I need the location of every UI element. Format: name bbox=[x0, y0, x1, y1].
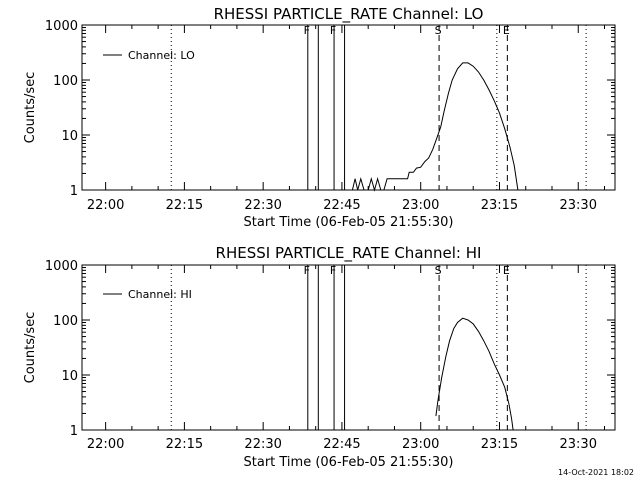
flag-marker-label: S bbox=[435, 24, 442, 37]
x-tick-label: 23:15 bbox=[481, 437, 518, 452]
x-tick-label: 22:00 bbox=[87, 198, 124, 213]
y-tick-label: 1000 bbox=[45, 259, 78, 274]
y-tick-label: 10 bbox=[61, 369, 78, 384]
x-axis-label: Start Time (06-Feb-05 21:55:30) bbox=[244, 455, 454, 470]
y-axis-label: Counts/sec bbox=[23, 72, 38, 144]
x-tick-label: 23:30 bbox=[560, 198, 597, 213]
x-tick-label: 22:30 bbox=[244, 437, 281, 452]
y-axis-label: Counts/sec bbox=[23, 312, 38, 384]
y-tick-label: 1 bbox=[70, 184, 78, 199]
x-tick-label: 22:30 bbox=[244, 198, 281, 213]
x-axis-label: Start Time (06-Feb-05 21:55:30) bbox=[244, 215, 454, 230]
y-tick-label: 100 bbox=[53, 74, 78, 89]
footer-timestamp: 14-Oct-2021 18:02 bbox=[558, 468, 634, 477]
flag-marker-label: E bbox=[503, 264, 510, 277]
series-line bbox=[351, 62, 519, 192]
chart-title: RHESSI PARTICLE_RATE Channel: HI bbox=[216, 244, 482, 263]
x-tick-label: 22:45 bbox=[323, 437, 360, 452]
chart-panel-1 bbox=[81, 24, 616, 192]
x-tick-label: 23:00 bbox=[402, 437, 439, 452]
flag-marker-label: F bbox=[330, 264, 336, 277]
legend-label: Channel: LO bbox=[128, 49, 195, 62]
x-tick-label: 22:45 bbox=[323, 198, 360, 213]
flag-marker-label: F bbox=[330, 24, 336, 37]
chart-title: RHESSI PARTICLE_RATE Channel: LO bbox=[214, 5, 484, 24]
flag-marker-label: E bbox=[503, 24, 510, 37]
flag-marker-label: S bbox=[435, 264, 442, 277]
x-tick-label: 23:15 bbox=[481, 198, 518, 213]
y-tick-label: 10 bbox=[61, 129, 78, 144]
y-tick-label: 1 bbox=[70, 424, 78, 439]
legend-label: Channel: HI bbox=[128, 288, 192, 301]
flag-marker-label: F bbox=[304, 264, 310, 277]
flag-marker-label: F bbox=[304, 24, 310, 37]
series-line bbox=[435, 317, 514, 431]
x-tick-label: 23:30 bbox=[560, 437, 597, 452]
chart-panel-2 bbox=[81, 264, 616, 431]
y-tick-label: 100 bbox=[53, 314, 78, 329]
plot-frame bbox=[81, 24, 616, 191]
x-tick-label: 22:00 bbox=[87, 437, 124, 452]
x-tick-label: 23:00 bbox=[402, 198, 439, 213]
y-tick-label: 1000 bbox=[45, 19, 78, 34]
x-tick-label: 22:15 bbox=[166, 198, 203, 213]
x-tick-label: 22:15 bbox=[166, 437, 203, 452]
plot-frame bbox=[81, 264, 616, 431]
